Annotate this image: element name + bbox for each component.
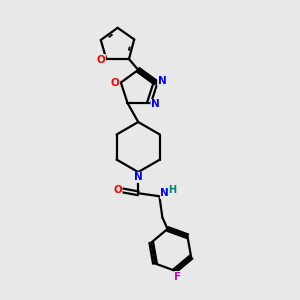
Text: O: O xyxy=(111,77,119,88)
Text: O: O xyxy=(97,55,105,64)
Text: N: N xyxy=(160,188,169,198)
Text: F: F xyxy=(174,272,182,282)
Text: H: H xyxy=(169,185,177,195)
Text: N: N xyxy=(158,76,167,86)
Text: N: N xyxy=(134,172,142,182)
Text: N: N xyxy=(151,99,160,110)
Text: O: O xyxy=(113,185,122,195)
